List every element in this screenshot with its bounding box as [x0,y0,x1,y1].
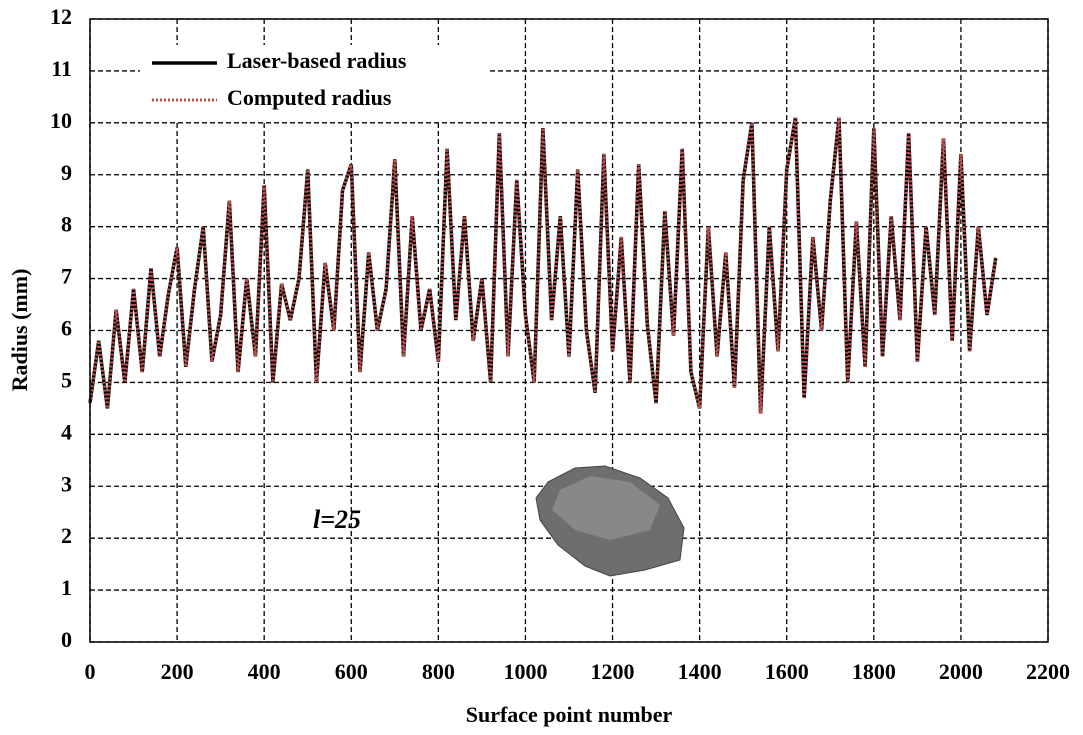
legend: Laser-based radius Computed radius [140,45,490,120]
y-tick-label: 6 [61,316,72,341]
plot-frame [89,18,1049,643]
y-tick-label: 0 [61,627,72,652]
legend-label: Computed radius [227,85,392,110]
x-tick-label: 1200 [591,659,635,684]
y-tick-label: 5 [61,367,72,392]
y-tick-label: 10 [50,108,72,133]
x-tick-label: 400 [248,659,281,684]
y-tick-label: 2 [61,523,72,548]
x-tick-label: 1400 [678,659,722,684]
y-tick-label: 3 [61,471,72,496]
legend-label: Laser-based radius [227,48,407,73]
x-tick-label: 1600 [765,659,809,684]
y-tick-label: 8 [61,212,72,237]
y-axis-label: Radius (mm) [7,269,32,392]
y-tick-label: 7 [61,264,72,289]
x-tick-label: 2200 [1026,659,1070,684]
legend-box [140,45,490,120]
x-tick-label: 1000 [503,659,547,684]
y-tick-label: 12 [50,4,72,29]
annotation: l=25 [313,505,361,534]
x-axis-label: Surface point number [466,702,673,727]
x-tick-label: 0 [85,659,96,684]
rock-highlight [552,476,660,540]
y-tick-label: 9 [61,160,72,185]
x-tick-label: 800 [422,659,455,684]
x-tick-label: 600 [335,659,368,684]
series-line [88,117,998,414]
x-tick-label: 1800 [852,659,896,684]
y-tick-label: 1 [61,575,72,600]
y-tick-label: 11 [51,56,72,81]
x-tick-label: 200 [161,659,194,684]
lines [88,117,998,414]
y-tick-label: 4 [61,419,72,444]
x-tick-label: 2000 [939,659,983,684]
